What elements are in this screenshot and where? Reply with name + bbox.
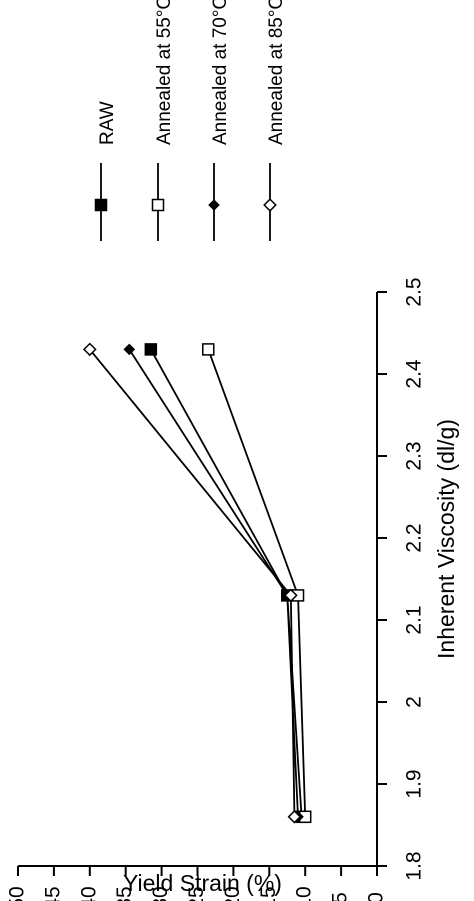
series-line-4 [89, 348, 296, 817]
x-tick-label: 2.2 [403, 523, 426, 552]
data-point [82, 342, 97, 357]
plot-area: 1.8 1.9 2 2.1 2.2 2.3 2.4 2.5 0 5 10 15 20 25 30 35 40 45… [6, 277, 460, 901]
data-point [144, 343, 158, 356]
data-point [202, 343, 215, 356]
legend-marker [208, 199, 220, 211]
y-tick-label: 15 [257, 886, 280, 901]
x-tick-label: 2.4 [403, 359, 426, 389]
legend-marker [94, 198, 108, 212]
y-tick-label: 40 [77, 886, 100, 901]
series-line-3 [128, 348, 299, 817]
data-point [123, 343, 136, 356]
y-tick-label: 0 [365, 892, 388, 901]
x-tick-label: 2.1 [403, 605, 426, 634]
y-axis-title: Yield Strain (%) [123, 870, 282, 896]
legend-label: Annealed at 55°C [154, 0, 175, 145]
legend-marker [263, 198, 277, 212]
legend-label: Annealed at 85°C [266, 0, 287, 145]
y-tick-label: 45 [41, 886, 64, 901]
data-point [284, 588, 298, 603]
legend-label: RAW [97, 101, 118, 145]
x-tick-label: 1.8 [403, 851, 426, 880]
x-axis-title: Inherent Viscosity (dl/g) [433, 419, 459, 659]
x-tick-label: 2 [403, 696, 426, 708]
x-tick-label: 2.3 [403, 441, 426, 470]
y-tick-label: 25 [185, 886, 208, 901]
y-tick-label: 30 [149, 886, 172, 901]
legend: RAW Annealed at 55°C Annealed at 70°C Annea… [94, 0, 287, 241]
y-tick-label: 5 [329, 892, 352, 901]
series-line-2 [207, 349, 307, 817]
legend-marker [151, 198, 165, 212]
y-tick-label: 10 [293, 886, 316, 901]
data-point [287, 809, 302, 824]
legend-label: Annealed at 70°C [210, 0, 231, 145]
y-tick-label: 20 [221, 886, 244, 901]
x-tick-label: 2.5 [403, 277, 426, 306]
x-tick-label: 1.9 [403, 769, 426, 798]
y-tick-label: 50 [6, 886, 29, 901]
y-tick-label: 35 [113, 886, 136, 901]
